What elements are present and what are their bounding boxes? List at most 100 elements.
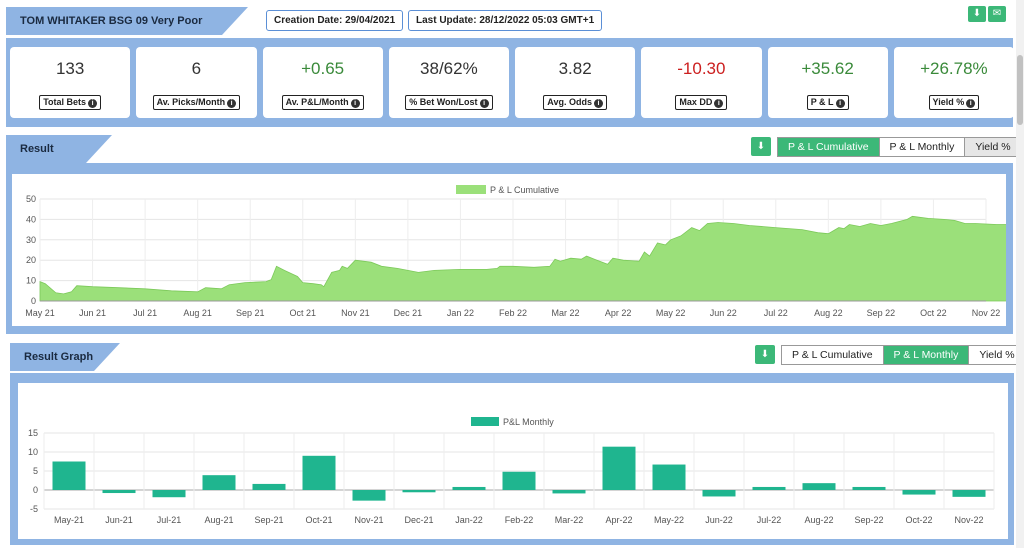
x-tick-label: Jun-21: [105, 515, 133, 525]
stat-label-text: P & L: [810, 97, 834, 107]
stat-label: Av. Picks/Month i: [152, 95, 241, 110]
x-tick-label: Jun 21: [79, 308, 106, 318]
x-tick-label: May-21: [54, 515, 84, 525]
y-tick-label: -5: [30, 504, 38, 514]
x-tick-label: Jul 21: [133, 308, 157, 318]
bar: [152, 490, 186, 498]
x-tick-label: Apr-22: [605, 515, 632, 525]
info-icon[interactable]: i: [714, 99, 724, 108]
stat-label-text: Avg. Odds: [547, 97, 592, 107]
stat-value: -10.30: [677, 59, 726, 78]
cumulative-area: [39, 215, 1024, 302]
x-tick-label: Jul 22: [764, 308, 788, 318]
y-tick-label: 50: [26, 194, 36, 204]
stat-label: Av. P&L/Month i: [281, 95, 364, 110]
stat-card: -10.30 Max DD i: [641, 47, 762, 118]
info-icon[interactable]: i: [835, 99, 845, 108]
stat-label: Avg. Odds i: [543, 95, 607, 110]
y-tick-label: 40: [26, 214, 36, 224]
email-icon[interactable]: ✉: [988, 6, 1006, 22]
stat-card: 6 Av. Picks/Month i: [136, 47, 257, 118]
x-tick-label: Jun 22: [710, 308, 737, 318]
bar: [602, 446, 636, 490]
download-chart-icon-1[interactable]: ⬇: [751, 137, 771, 156]
x-tick-label: Nov-21: [354, 515, 383, 525]
bar: [702, 490, 736, 497]
scrollbar-thumb[interactable]: [1017, 55, 1023, 125]
bar: [102, 490, 136, 494]
bar: [452, 486, 486, 490]
result-graph-title-2: Result Graph: [24, 351, 94, 363]
x-tick-label: Dec 21: [394, 308, 423, 318]
pl-monthly-chart: 15 10 5 0 -5 May-21 Jun-21 Jul-21 Aug-21 Sep-21 Oc…: [28, 417, 995, 525]
info-icon[interactable]: i: [350, 99, 360, 108]
x-tick-label: Sep-22: [854, 515, 883, 525]
strategy-title-tab: TOM WHITAKER BSG 09 Very Poor Home: [6, 7, 248, 55]
stat-value: 3.82: [558, 59, 592, 78]
result-graph-tab-2: Result Graph: [10, 343, 120, 371]
stat-label-text: % Bet Won/Lost: [409, 97, 478, 107]
x-tick-label: Mar-22: [555, 515, 584, 525]
x-tick-label: Oct-21: [305, 515, 332, 525]
info-icon[interactable]: i: [479, 99, 489, 108]
y-tick-label: 0: [33, 485, 38, 495]
legend-swatch: [471, 417, 499, 426]
x-tick-label: Mar 22: [552, 308, 580, 318]
stats-row: 133 Total Bets i 6 Av. Picks/Month i +0.65 Av. …: [10, 47, 1014, 118]
x-tick-label: Sep 22: [867, 308, 896, 318]
stat-label-text: Yield %: [932, 97, 965, 107]
bar: [202, 475, 236, 490]
tab-pl-monthly-2[interactable]: P & L Monthly: [883, 346, 970, 364]
x-tick-label: Nov 22: [972, 308, 1001, 318]
stat-card: 133 Total Bets i: [10, 47, 131, 118]
x-tick-label: Oct 21: [290, 308, 317, 318]
stat-value: +0.65: [301, 59, 345, 78]
download-icon[interactable]: ⬇: [968, 6, 986, 22]
x-tick-label: Jan-22: [455, 515, 483, 525]
x-tick-label: Dec-21: [404, 515, 433, 525]
x-tick-label: Nov 21: [341, 308, 370, 318]
stat-card: +26.78% Yield % i: [893, 47, 1014, 118]
last-update-badge: Last Update: 28/12/2022 05:03 GMT+1: [408, 10, 603, 31]
info-icon[interactable]: i: [88, 99, 98, 108]
stat-value: +26.78%: [920, 59, 988, 78]
stat-label: Max DD i: [675, 95, 728, 110]
y-tick-label: 10: [28, 447, 38, 457]
bar: [902, 490, 936, 495]
info-icon[interactable]: i: [227, 99, 237, 108]
stat-card: +0.65 Av. P&L/Month i: [262, 47, 383, 118]
stat-label: Yield % i: [928, 95, 980, 110]
tab-pl-cumulative-1[interactable]: P & L Cumulative: [778, 138, 880, 156]
tab-yield-2[interactable]: Yield %: [969, 346, 1024, 364]
tab-pl-cumulative-2[interactable]: P & L Cumulative: [782, 346, 884, 364]
x-tick-label: May-22: [654, 515, 684, 525]
x-tick-label: Jun-22: [705, 515, 733, 525]
info-icon[interactable]: i: [966, 99, 976, 108]
legend-swatch: [456, 185, 486, 194]
page-scrollbar[interactable]: [1016, 0, 1024, 548]
x-tick-label: Aug-21: [204, 515, 233, 525]
y-tick-label: 20: [26, 255, 36, 265]
x-tick-label: May 22: [656, 308, 686, 318]
tab-yield-1[interactable]: Yield %: [965, 138, 1021, 156]
y-tick-label: 0: [31, 296, 36, 306]
bar: [352, 490, 386, 501]
x-tick-label: May 21: [25, 308, 55, 318]
tab-pl-monthly-1[interactable]: P & L Monthly: [879, 138, 966, 156]
bar: [652, 464, 686, 490]
x-tick-label: Oct 22: [920, 308, 947, 318]
x-tick-label: Jul-22: [757, 515, 782, 525]
x-tick-label: Feb-22: [505, 515, 534, 525]
x-tick-label: Sep 21: [236, 308, 265, 318]
stat-label: Total Bets i: [39, 95, 102, 110]
stat-value: 38/62%: [420, 59, 478, 78]
graph2-chart: 15 10 5 0 -5 May-21 Jun-21 Jul-21 Aug-21 Sep-21 Oc…: [18, 383, 1008, 539]
graph2-tab-group: P & L Cumulative P & L Monthly Yield %: [781, 345, 1024, 365]
result-graph-tab-1: Result Graph: [6, 135, 112, 183]
y-tick-label: 15: [28, 428, 38, 438]
stat-label-text: Av. Picks/Month: [156, 97, 226, 107]
info-icon[interactable]: i: [593, 99, 603, 108]
bar: [852, 486, 886, 490]
download-chart-icon-2[interactable]: ⬇: [755, 345, 775, 364]
